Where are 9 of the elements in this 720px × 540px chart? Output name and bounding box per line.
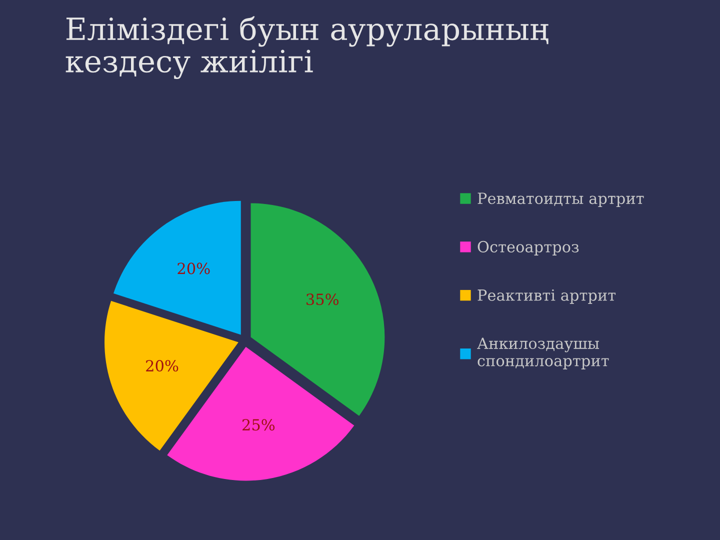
data-label: 35% <box>306 294 338 306</box>
data-label: 20% <box>178 262 210 274</box>
legend-label: Анкилоздаушы спондилоартрит <box>477 338 609 370</box>
legend-label: Ревматоидты артрит <box>478 192 644 208</box>
legend-label: Остеоартроз <box>478 240 579 256</box>
data-label: 20% <box>146 360 178 372</box>
data-label: 25% <box>242 419 275 431</box>
chart-title: Еліміздегі буын ауруларының кездесу жиілігі <box>66 16 548 80</box>
legend-label: Реактивті артрит <box>478 289 616 304</box>
